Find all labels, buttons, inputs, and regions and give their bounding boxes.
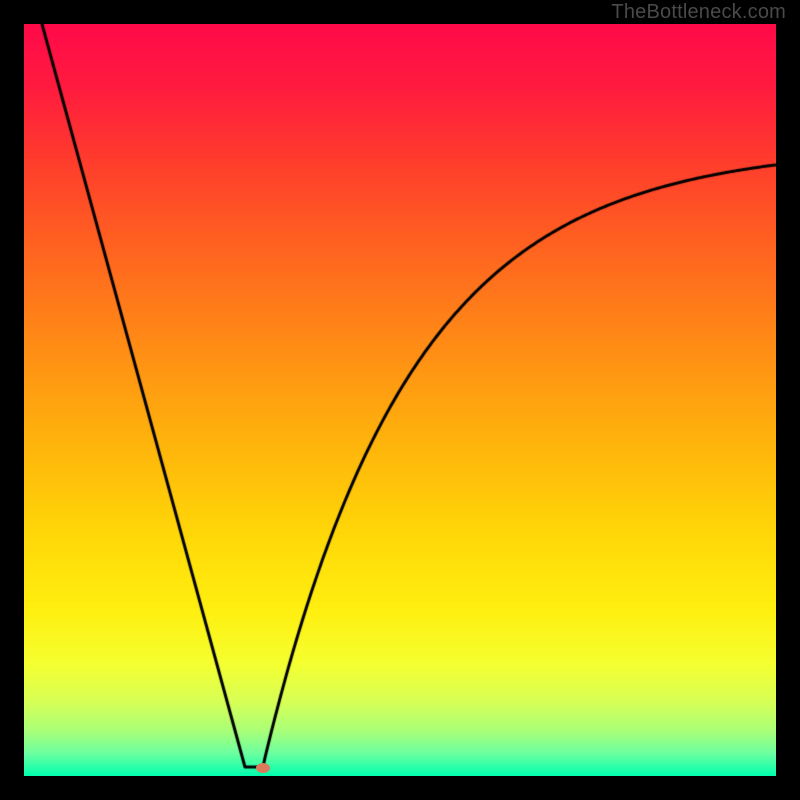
bottleneck-curve — [24, 24, 776, 776]
attribution-text: TheBottleneck.com — [611, 1, 786, 24]
plot-area — [24, 24, 776, 776]
figure-container: TheBottleneck.com — [0, 0, 800, 800]
minimum-marker — [256, 763, 270, 773]
